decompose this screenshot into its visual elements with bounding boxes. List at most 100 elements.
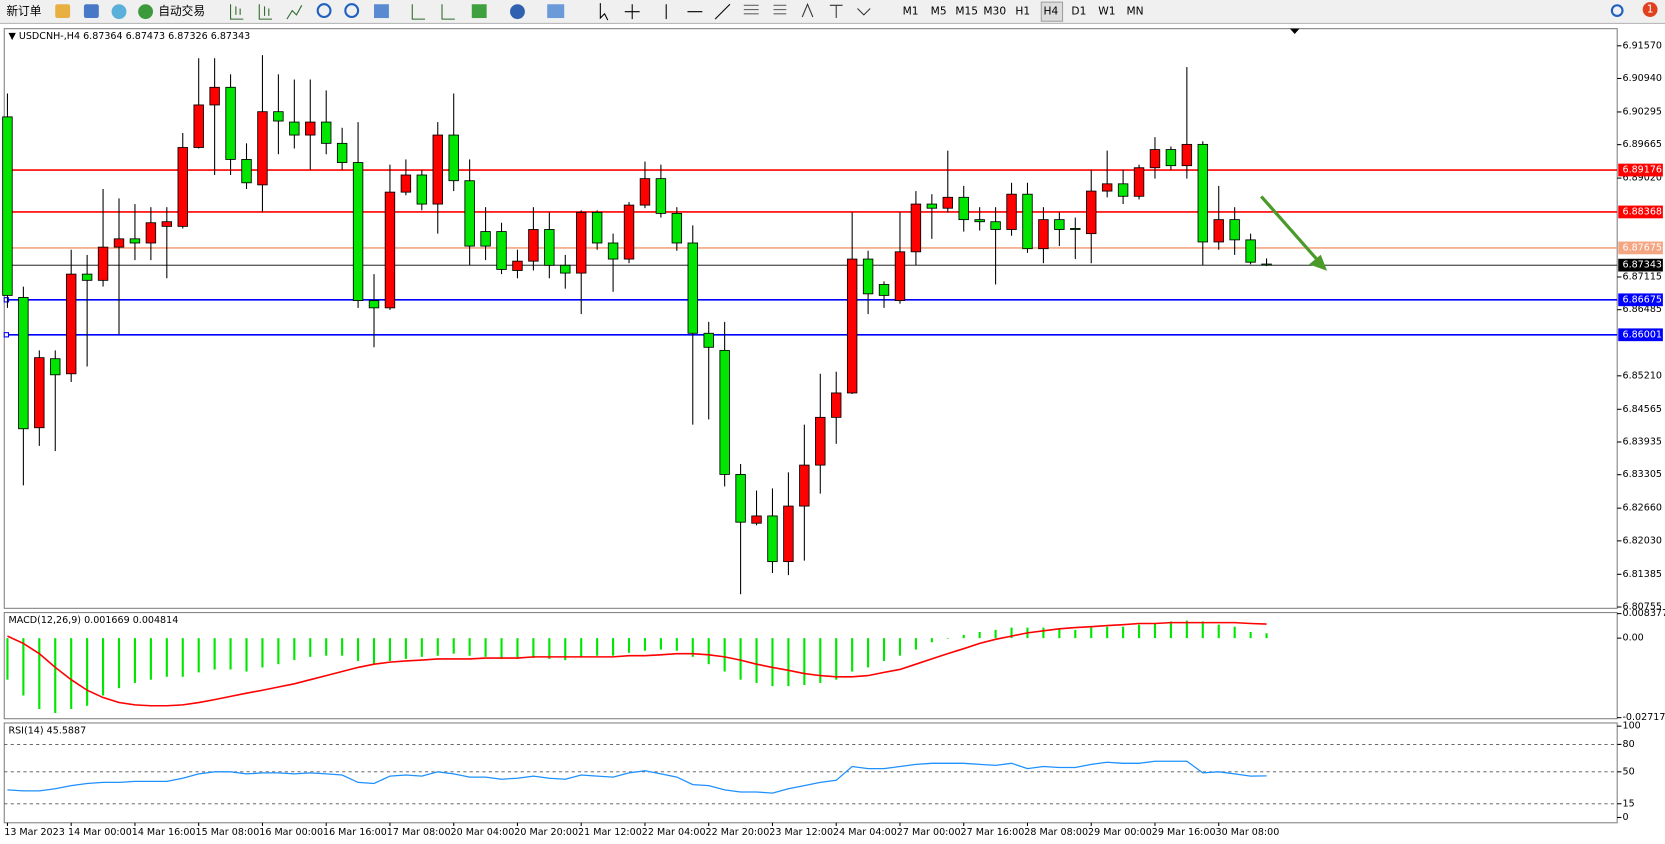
candle-body <box>1117 183 1129 197</box>
candle-body <box>81 273 93 281</box>
y-tick-label: 0.00 <box>1622 633 1643 644</box>
icon[interactable] <box>286 5 303 20</box>
icon[interactable] <box>441 4 455 20</box>
macd-bar <box>133 638 137 683</box>
candle-body <box>926 203 938 209</box>
macd-bar <box>229 638 232 670</box>
signal-value: 0.004814 <box>133 614 179 625</box>
macd-bar <box>309 638 312 657</box>
x-tick-label: 29 Mar 00:00 <box>1088 827 1152 838</box>
icon[interactable] <box>411 4 426 20</box>
macd-bar <box>22 638 25 696</box>
timeframe-button[interactable]: H1 <box>1015 5 1030 18</box>
open: 6.87364 <box>83 31 123 42</box>
candle-body <box>1229 219 1240 241</box>
candle-body <box>703 332 714 348</box>
drawing-tools[interactable] <box>743 4 787 15</box>
crosshair-tool[interactable] <box>624 4 640 20</box>
cursor-tool[interactable] <box>599 3 609 21</box>
icon[interactable] <box>138 4 154 20</box>
macd-bar <box>548 638 551 659</box>
candle-body <box>990 221 1001 230</box>
icon[interactable] <box>258 4 273 20</box>
candle-body <box>639 178 651 206</box>
candle-body <box>193 104 204 148</box>
candle-body <box>161 221 173 227</box>
timeframe-button[interactable]: MN <box>1126 5 1143 18</box>
zoom-out[interactable] <box>344 3 360 19</box>
timeframe-button[interactable]: D1 <box>1071 5 1086 18</box>
candle-body <box>544 229 555 266</box>
search[interactable] <box>1610 4 1624 17</box>
icon[interactable] <box>547 4 565 19</box>
macd-bar <box>102 638 105 696</box>
timeframe-button[interactable]: M1 <box>903 5 919 18</box>
icon[interactable] <box>55 4 71 19</box>
timeframe-button[interactable]: M15 <box>955 5 978 18</box>
candle-body <box>289 121 300 136</box>
macd-bar <box>723 638 726 672</box>
new-order-button[interactable]: 新订单 <box>6 4 41 18</box>
macd-bar <box>898 638 902 656</box>
macd-bar <box>452 638 455 654</box>
timeframe-button[interactable]: M30 <box>983 5 1006 18</box>
x-tick-label: 22 Mar 20:00 <box>706 827 770 838</box>
icon[interactable] <box>471 4 487 19</box>
price-label-bg <box>1618 241 1663 255</box>
y-tick-label: 15 <box>1622 798 1634 809</box>
macd-bar <box>277 638 280 665</box>
price-label: 6.88368 <box>1622 206 1662 217</box>
line-tools[interactable] <box>665 3 731 20</box>
candle-body <box>225 86 236 160</box>
macd-bar <box>436 638 439 656</box>
y-tick-label: 50 <box>1622 766 1634 777</box>
macd-bar <box>341 638 344 656</box>
macd-bar <box>643 638 647 651</box>
timeframe-button[interactable]: W1 <box>1098 5 1115 18</box>
y-tick-label: 6.81385 <box>1622 569 1662 580</box>
drawing-tools[interactable] <box>801 2 871 19</box>
high: 6.87473 <box>126 31 166 42</box>
x-tick-label: 20 Mar 04:00 <box>451 827 515 838</box>
timeframe-button[interactable]: H4 <box>1043 5 1058 18</box>
y-tick-label: 6.84565 <box>1622 404 1662 415</box>
y-tick-label: 6.80755 <box>1622 602 1662 613</box>
notification-badge[interactable] <box>1642 2 1658 17</box>
candle-body <box>815 416 826 466</box>
candle-body <box>1197 143 1209 243</box>
y-tick-label: 6.82030 <box>1622 535 1662 546</box>
x-tick-label: 20 Mar 20:00 <box>514 827 578 838</box>
icon[interactable] <box>374 4 389 19</box>
candle-body <box>1181 143 1193 167</box>
icon[interactable] <box>83 4 99 19</box>
icon[interactable] <box>230 4 244 20</box>
timeframe-button[interactable]: M5 <box>931 5 947 18</box>
macd-bar <box>532 638 535 659</box>
macd-bar <box>580 638 583 657</box>
timeframe-buttons: M1 M5 M15 M30 H1 H4 D1 W1 MN <box>903 5 1144 18</box>
symbol: ▼ <box>9 31 19 42</box>
macd-bar <box>946 638 949 639</box>
icon[interactable] <box>510 4 525 20</box>
shift-marker <box>1289 28 1300 34</box>
y-tick-label: 6.90295 <box>1622 106 1662 117</box>
icon[interactable] <box>111 4 127 20</box>
signal-line <box>7 621 1267 707</box>
price-label: 6.87675 <box>1622 242 1662 253</box>
auto-trade-button[interactable]: 自动交易 <box>158 4 205 18</box>
y-tick-label: 0.008377 <box>1622 608 1665 619</box>
macd-bar <box>994 629 997 639</box>
y-tick-label: 6.91570 <box>1622 40 1662 51</box>
x-tick-label: 27 Mar 16:00 <box>961 827 1025 838</box>
candle-body <box>512 260 523 271</box>
macd-bar <box>261 638 264 668</box>
zoom-in[interactable] <box>316 3 332 19</box>
y-tick-label: 6.89020 <box>1622 173 1662 184</box>
candle-body <box>432 134 443 205</box>
candle-body <box>480 231 491 247</box>
candle-body <box>783 505 794 563</box>
macd-bar <box>1090 627 1093 639</box>
rsi-pane <box>3 722 1618 824</box>
candle-body <box>305 121 316 136</box>
